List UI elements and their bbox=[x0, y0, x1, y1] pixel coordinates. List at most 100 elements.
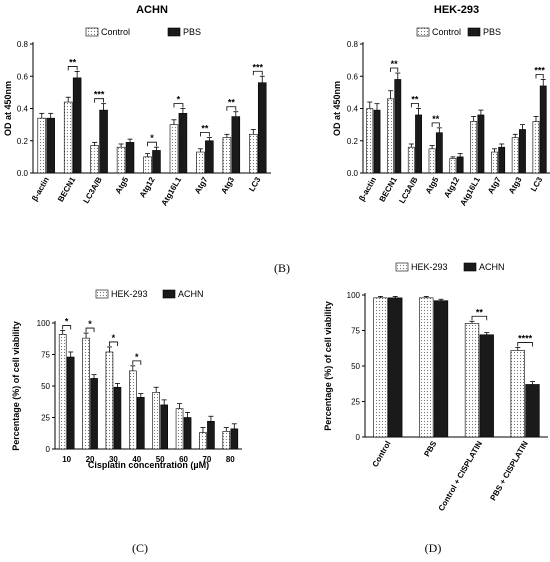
legend-swatch-control bbox=[85, 27, 99, 37]
category-label: Atg7 bbox=[193, 175, 210, 195]
significance-bracket bbox=[535, 74, 544, 79]
category-label: Control bbox=[371, 440, 393, 469]
bar-hek-293 bbox=[510, 350, 525, 438]
significance-bracket bbox=[431, 122, 440, 127]
category-label: β-actin bbox=[30, 175, 51, 202]
bar-pbs bbox=[539, 85, 547, 174]
category-label: 50 bbox=[156, 455, 165, 464]
category-label: β-actin bbox=[357, 175, 378, 202]
bar-control bbox=[491, 151, 498, 174]
y-axis-label: Percentage (%) of cell viability bbox=[323, 301, 333, 431]
bar-pbs bbox=[231, 116, 241, 174]
significance-label: ** bbox=[391, 59, 399, 69]
bar-achn bbox=[388, 297, 403, 438]
legend-swatch-hek-293 bbox=[395, 262, 409, 272]
y-tick-label: 50 bbox=[41, 382, 50, 391]
bar-achn bbox=[207, 420, 215, 450]
bar-hek-293 bbox=[129, 370, 137, 450]
y-tick-label: 0.4 bbox=[17, 105, 29, 114]
legend-swatch-control bbox=[416, 27, 430, 37]
chart-title: HEK-293 bbox=[434, 4, 479, 16]
y-axis-label: OD at 450nm bbox=[332, 81, 342, 136]
category-label: LC3 bbox=[529, 175, 545, 193]
bar-pbs bbox=[205, 140, 214, 174]
bar-hek-293 bbox=[222, 431, 231, 450]
chart-treatment-viability: HEK-293 ACHN 0 25 50 75 100 Percentage (%) of c… bbox=[323, 262, 548, 513]
bar-pbs bbox=[435, 132, 443, 174]
legend-label: HEK-293 bbox=[111, 289, 148, 299]
significance-label: **** bbox=[518, 334, 533, 344]
significance-bracket bbox=[109, 341, 118, 346]
bar-hek-293 bbox=[464, 323, 480, 438]
panel-label-b: (B) bbox=[274, 261, 290, 275]
category-label: Atg3 bbox=[219, 175, 236, 195]
y-tick-label: 0 bbox=[356, 433, 361, 442]
y-tick-label: 0 bbox=[46, 445, 51, 454]
significance-label: ** bbox=[411, 95, 419, 105]
bar-control bbox=[407, 146, 415, 174]
legend-label: Control bbox=[101, 27, 130, 37]
bar-hek-293 bbox=[373, 297, 388, 438]
bar-achn bbox=[230, 428, 239, 450]
bar-control bbox=[90, 145, 99, 174]
significance-label: ** bbox=[476, 307, 484, 317]
bar-pbs bbox=[72, 77, 82, 174]
bar-control bbox=[470, 121, 478, 174]
bar-pbs bbox=[152, 150, 161, 174]
significance-label: ** bbox=[201, 124, 209, 134]
bar-pbs bbox=[519, 129, 526, 174]
significance-bracket bbox=[67, 66, 78, 71]
y-axis-label: OD at 450nm bbox=[3, 81, 13, 136]
bar-control bbox=[511, 137, 519, 174]
significance-bracket bbox=[252, 70, 263, 76]
bar-control bbox=[249, 134, 258, 174]
significance-bracket bbox=[85, 327, 95, 333]
significance-bracket bbox=[471, 315, 488, 321]
significance-bracket bbox=[173, 103, 184, 108]
panel-label-c: (C) bbox=[132, 541, 148, 555]
category-label: Atg7 bbox=[486, 175, 503, 195]
bar-pbs bbox=[99, 109, 108, 174]
significance-label: ** bbox=[69, 57, 77, 67]
bar-achn bbox=[160, 404, 168, 450]
bar-control bbox=[143, 156, 152, 174]
legend-swatch-pbs bbox=[467, 27, 481, 37]
category-label: Atg5 bbox=[424, 175, 441, 195]
bar-pbs bbox=[125, 142, 135, 174]
category-label: Atg12 bbox=[442, 175, 461, 199]
legend-swatch-achn bbox=[162, 289, 176, 299]
bar-hek-293 bbox=[58, 334, 67, 450]
legend-label: ACHN bbox=[178, 289, 204, 299]
category-label: 30 bbox=[109, 455, 118, 464]
y-tick-label: 0.4 bbox=[347, 105, 359, 114]
significance-bracket bbox=[62, 325, 72, 330]
category-label: Control + CISPLATIN bbox=[437, 439, 484, 512]
bar-hek-293 bbox=[105, 351, 114, 450]
bar-hek-293 bbox=[175, 408, 184, 450]
significance-bracket bbox=[94, 98, 104, 103]
y-tick-label: 75 bbox=[41, 351, 50, 360]
y-tick-label: 0.0 bbox=[17, 169, 29, 178]
significance-label: * bbox=[112, 333, 116, 343]
significance-label: ** bbox=[432, 114, 440, 124]
significance-label: * bbox=[150, 133, 154, 143]
category-label: PBS bbox=[422, 439, 438, 458]
bar-control bbox=[196, 151, 205, 174]
bar-hek-293 bbox=[419, 297, 434, 438]
category-label: 10 bbox=[62, 455, 71, 464]
bar-achn bbox=[113, 386, 122, 450]
category-label: LC3 bbox=[247, 175, 263, 193]
legend-swatch-hek-293 bbox=[95, 289, 109, 299]
bar-pbs bbox=[477, 114, 485, 174]
legend-label: HEK-293 bbox=[411, 262, 448, 272]
bar-control bbox=[532, 121, 540, 174]
legend-label: ACHN bbox=[479, 262, 505, 272]
y-tick-label: 0.6 bbox=[347, 72, 359, 81]
y-tick-label: 0.2 bbox=[17, 137, 29, 146]
bar-pbs bbox=[498, 146, 506, 174]
category-label: Atg16L1 bbox=[458, 175, 482, 207]
y-tick-label: 25 bbox=[351, 398, 360, 407]
bar-control bbox=[63, 101, 73, 174]
category-label: LC3A/B bbox=[82, 175, 104, 205]
